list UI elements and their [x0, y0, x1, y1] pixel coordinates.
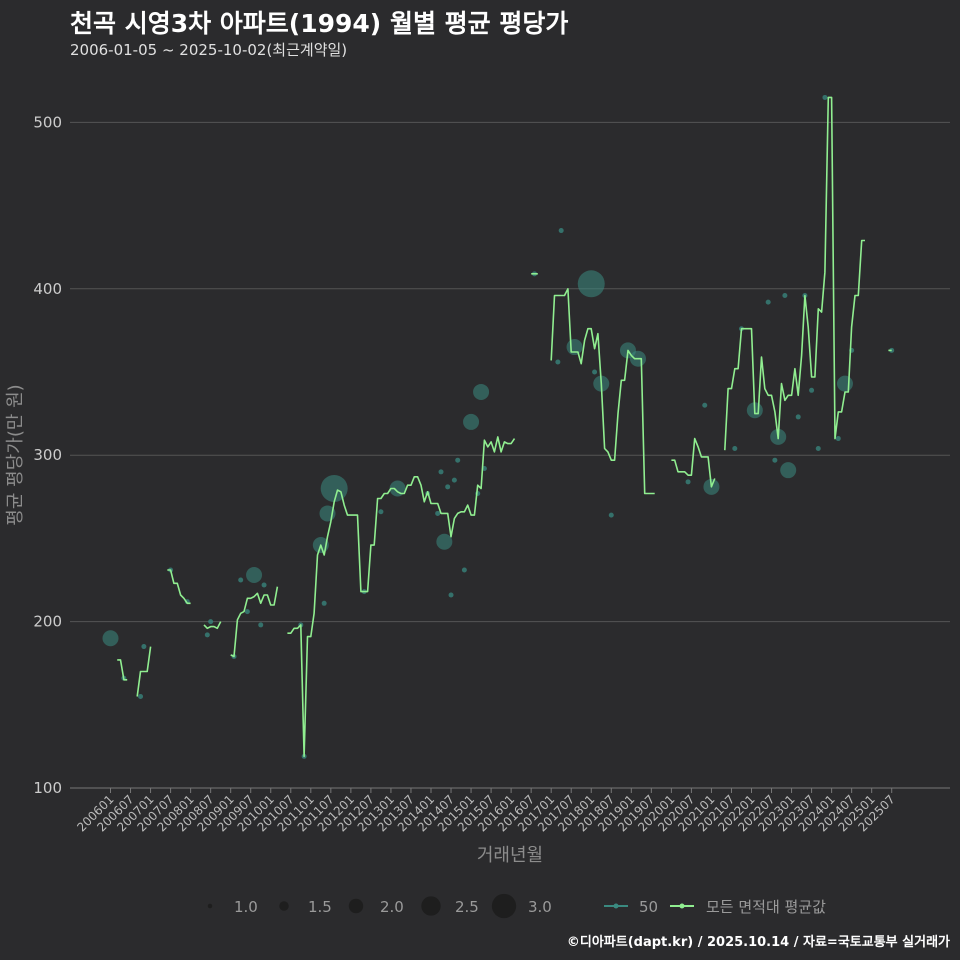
grid-lines [70, 121, 950, 789]
legend: 1.0 1.5 2.0 2.5 3.0 50 모든 면적대 평균값 [207, 893, 826, 919]
point-7 [208, 619, 214, 625]
transaction-points [102, 94, 895, 759]
point-28 [448, 592, 454, 598]
point-25 [438, 469, 444, 475]
line-segment-2 [167, 569, 191, 605]
point-30 [455, 457, 461, 463]
chart-title: 천곡 시영3차 아파트(1994) 월별 평균 평당가 [70, 9, 569, 38]
point-12 [258, 622, 264, 628]
point-21 [378, 509, 384, 515]
point-49 [732, 446, 738, 452]
y-axis-ticks: 100 200 300 400 500 [33, 113, 62, 797]
point-60 [815, 446, 821, 452]
point-47 [702, 402, 708, 408]
legend-size-label-3: 2.5 [455, 898, 479, 916]
legend-size-dot-4 [491, 893, 517, 919]
point-62 [835, 436, 841, 442]
point-3 [141, 644, 147, 650]
point-32 [463, 413, 480, 430]
point-55 [782, 292, 788, 298]
line-segment-0 [117, 659, 128, 681]
legend-size-label-4: 3.0 [528, 898, 552, 916]
point-11 [246, 567, 263, 584]
line-segment-8 [671, 437, 716, 488]
line-segment-3 [203, 621, 222, 630]
line-segment-7 [550, 287, 655, 495]
y-tick-label-200: 200 [33, 613, 62, 631]
line-segment-1 [136, 646, 152, 697]
point-61 [822, 94, 828, 100]
point-65 [889, 347, 895, 353]
x-axis-title: 거래년월 [477, 845, 543, 866]
point-2 [138, 693, 144, 699]
legend-size-label-0: 1.0 [234, 898, 258, 916]
point-24 [435, 510, 441, 516]
point-43 [608, 512, 614, 518]
point-38 [558, 228, 564, 234]
point-19 [320, 474, 348, 502]
y-axis-title: 평균 평당가(만 원) [5, 384, 26, 525]
average-line [117, 96, 892, 758]
legend-size-dot-2 [348, 898, 364, 914]
point-53 [772, 457, 778, 463]
legend-series-50-dot [613, 903, 619, 909]
point-31 [461, 567, 467, 573]
point-57 [795, 414, 801, 420]
footer-credit: ©디아파트(dapt.kr) / 2025.10.14 / 자료=국토교통부 실… [566, 935, 950, 950]
point-6 [204, 632, 210, 638]
legend-size-dot-0 [207, 903, 213, 909]
point-63 [836, 375, 853, 392]
point-26 [436, 533, 453, 550]
point-59 [809, 387, 815, 393]
point-41 [592, 369, 598, 375]
legend-size-label-1: 1.5 [308, 898, 332, 916]
point-34 [473, 383, 490, 400]
legend-size-dot-1 [279, 901, 289, 911]
point-46 [685, 479, 691, 485]
point-9 [238, 577, 244, 583]
point-10 [244, 609, 250, 615]
legend-size-label-2: 2.0 [380, 898, 404, 916]
point-13 [261, 582, 267, 588]
point-22 [389, 480, 406, 497]
legend-size-dot-3 [421, 896, 441, 916]
point-29 [451, 477, 457, 483]
x-axis-ticks: 2006012006072007012007072008012008072009… [74, 788, 898, 835]
line-segment-5 [287, 436, 516, 758]
y-tick-label-400: 400 [33, 280, 62, 298]
legend-series-avg-label: 모든 면적대 평균값 [706, 898, 826, 916]
point-40 [577, 270, 605, 298]
line-segment-4 [230, 586, 279, 658]
point-17 [321, 600, 327, 606]
point-52 [765, 299, 771, 305]
legend-series-avg-dot [679, 903, 685, 909]
legend-series-50-label: 50 [639, 898, 658, 916]
point-27 [445, 484, 451, 490]
point-56 [780, 462, 797, 479]
line-segment-9 [724, 96, 865, 451]
point-37 [555, 359, 561, 365]
y-tick-label-300: 300 [33, 446, 62, 464]
point-0 [102, 630, 119, 647]
chart-subtitle: 2006-01-05 ~ 2025-10-02(최근계약일) [70, 41, 348, 59]
y-tick-label-100: 100 [33, 779, 62, 797]
y-tick-label-500: 500 [33, 113, 62, 131]
